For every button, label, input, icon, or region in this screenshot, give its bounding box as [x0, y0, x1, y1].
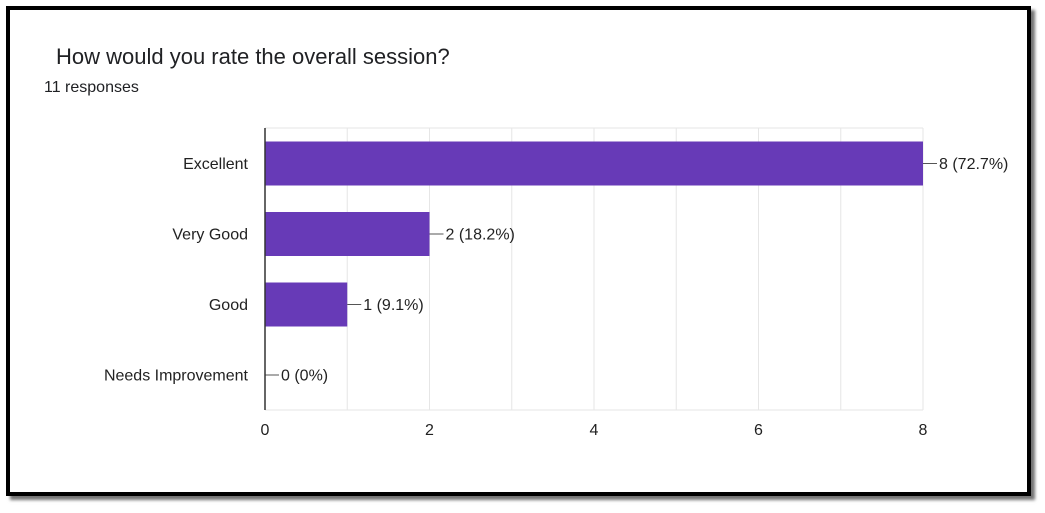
- category-label-good: Good: [209, 297, 248, 314]
- category-label-excellent: Excellent: [183, 156, 248, 173]
- bars: [265, 141, 923, 327]
- x-tick-label-6: 6: [754, 422, 763, 439]
- chart-card: [6, 6, 1031, 496]
- data-label-very-good: 2 (18.2%): [446, 227, 515, 244]
- x-tick-label-8: 8: [919, 422, 928, 439]
- x-tick-label-4: 4: [590, 422, 599, 439]
- category-label-very-good: Very Good: [172, 227, 248, 244]
- labels: Excellent 8 (72.7%) Very Good 2 (18.2%) Good…: [104, 156, 1008, 439]
- response-count: 11 responses: [44, 79, 139, 96]
- data-label-excellent: 8 (72.7%): [939, 156, 1008, 173]
- x-tick-label-0: 0: [261, 422, 270, 439]
- chart-title: How would you rate the overall session?: [56, 44, 450, 69]
- bar-very-good: [265, 212, 430, 256]
- data-label-good: 1 (9.1%): [363, 297, 423, 314]
- data-label-needs-improvement: 0 (0%): [281, 368, 328, 385]
- x-tick-label-2: 2: [425, 422, 434, 439]
- category-label-needs-improvement: Needs Improvement: [104, 368, 249, 385]
- bar-good: [265, 282, 348, 327]
- bar-excellent: [265, 141, 923, 186]
